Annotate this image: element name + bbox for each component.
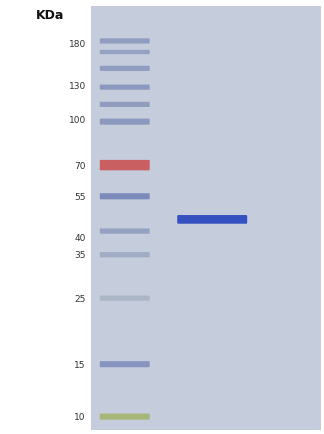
FancyBboxPatch shape xyxy=(100,51,150,55)
FancyBboxPatch shape xyxy=(100,296,150,301)
FancyBboxPatch shape xyxy=(100,414,150,420)
Text: 35: 35 xyxy=(75,250,86,260)
FancyBboxPatch shape xyxy=(100,229,150,234)
Bar xyxy=(91,7,321,430)
Text: 40: 40 xyxy=(75,233,86,242)
FancyBboxPatch shape xyxy=(100,102,150,108)
FancyBboxPatch shape xyxy=(100,119,150,125)
FancyBboxPatch shape xyxy=(100,194,150,200)
FancyBboxPatch shape xyxy=(100,66,150,72)
FancyBboxPatch shape xyxy=(100,161,150,171)
Text: 25: 25 xyxy=(75,294,86,303)
FancyBboxPatch shape xyxy=(100,39,150,44)
Text: 15: 15 xyxy=(75,360,86,369)
Text: 70: 70 xyxy=(75,161,86,170)
Text: KDa: KDa xyxy=(36,9,64,22)
FancyBboxPatch shape xyxy=(100,85,150,91)
Text: 100: 100 xyxy=(69,115,86,124)
Text: 180: 180 xyxy=(69,39,86,49)
Text: 55: 55 xyxy=(75,192,86,201)
Text: 10: 10 xyxy=(75,412,86,421)
FancyBboxPatch shape xyxy=(177,216,247,224)
Text: 130: 130 xyxy=(69,82,86,90)
FancyBboxPatch shape xyxy=(100,362,150,368)
FancyBboxPatch shape xyxy=(100,253,150,258)
